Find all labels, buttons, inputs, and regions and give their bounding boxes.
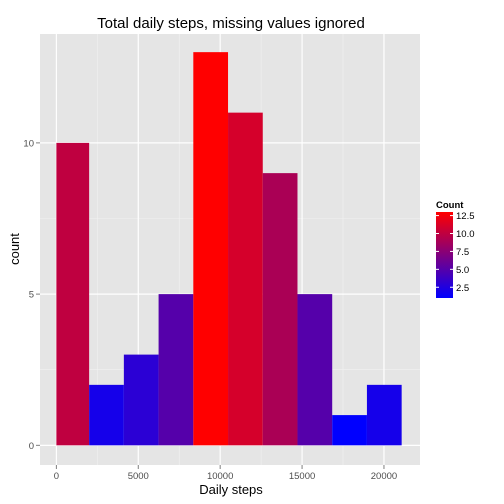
chart-title: Total daily steps, missing values ignore… xyxy=(97,15,365,32)
legend-label: 2.5 xyxy=(456,283,469,294)
histogram-bar xyxy=(193,52,229,446)
x-tick-label: 20000 xyxy=(371,471,397,482)
legend-label: 7.5 xyxy=(456,247,469,258)
x-tick-label: 10000 xyxy=(207,471,233,482)
x-tick-label: 0 xyxy=(54,471,59,482)
x-tick-label: 5000 xyxy=(128,471,149,482)
histogram-bar xyxy=(123,354,159,446)
legend-label: 10.0 xyxy=(456,229,475,240)
histogram-bar xyxy=(89,384,124,446)
y-tick-label: 5 xyxy=(29,290,34,301)
legend-label: 12.5 xyxy=(456,211,475,222)
histogram-bar xyxy=(158,294,194,446)
legend-color-bar xyxy=(436,212,453,298)
histogram-bar xyxy=(366,384,402,446)
legend-ticks: 12.5 10.0 7.5 5.0 2.5 xyxy=(436,211,475,294)
histogram-bar xyxy=(228,112,263,446)
y-axis-ticks: 0 5 10 xyxy=(23,138,40,452)
legend-title: Count xyxy=(436,200,464,211)
x-axis-title: Daily steps xyxy=(199,482,263,497)
x-axis-ticks: 0 5000 10000 15000 20000 xyxy=(54,465,397,482)
histogram-bars xyxy=(56,52,402,446)
x-tick-label: 15000 xyxy=(289,471,315,482)
legend-label: 5.0 xyxy=(456,265,469,276)
y-axis-title: count xyxy=(7,233,22,265)
histogram-bar xyxy=(297,294,333,446)
histogram-bar xyxy=(262,173,298,446)
y-tick-label: 0 xyxy=(29,441,34,452)
histogram-bar xyxy=(56,142,90,446)
color-legend: Count 12.5 10.0 7.5 5.0 2.5 xyxy=(436,200,475,298)
histogram-bar xyxy=(332,415,367,446)
y-tick-label: 10 xyxy=(23,138,34,149)
